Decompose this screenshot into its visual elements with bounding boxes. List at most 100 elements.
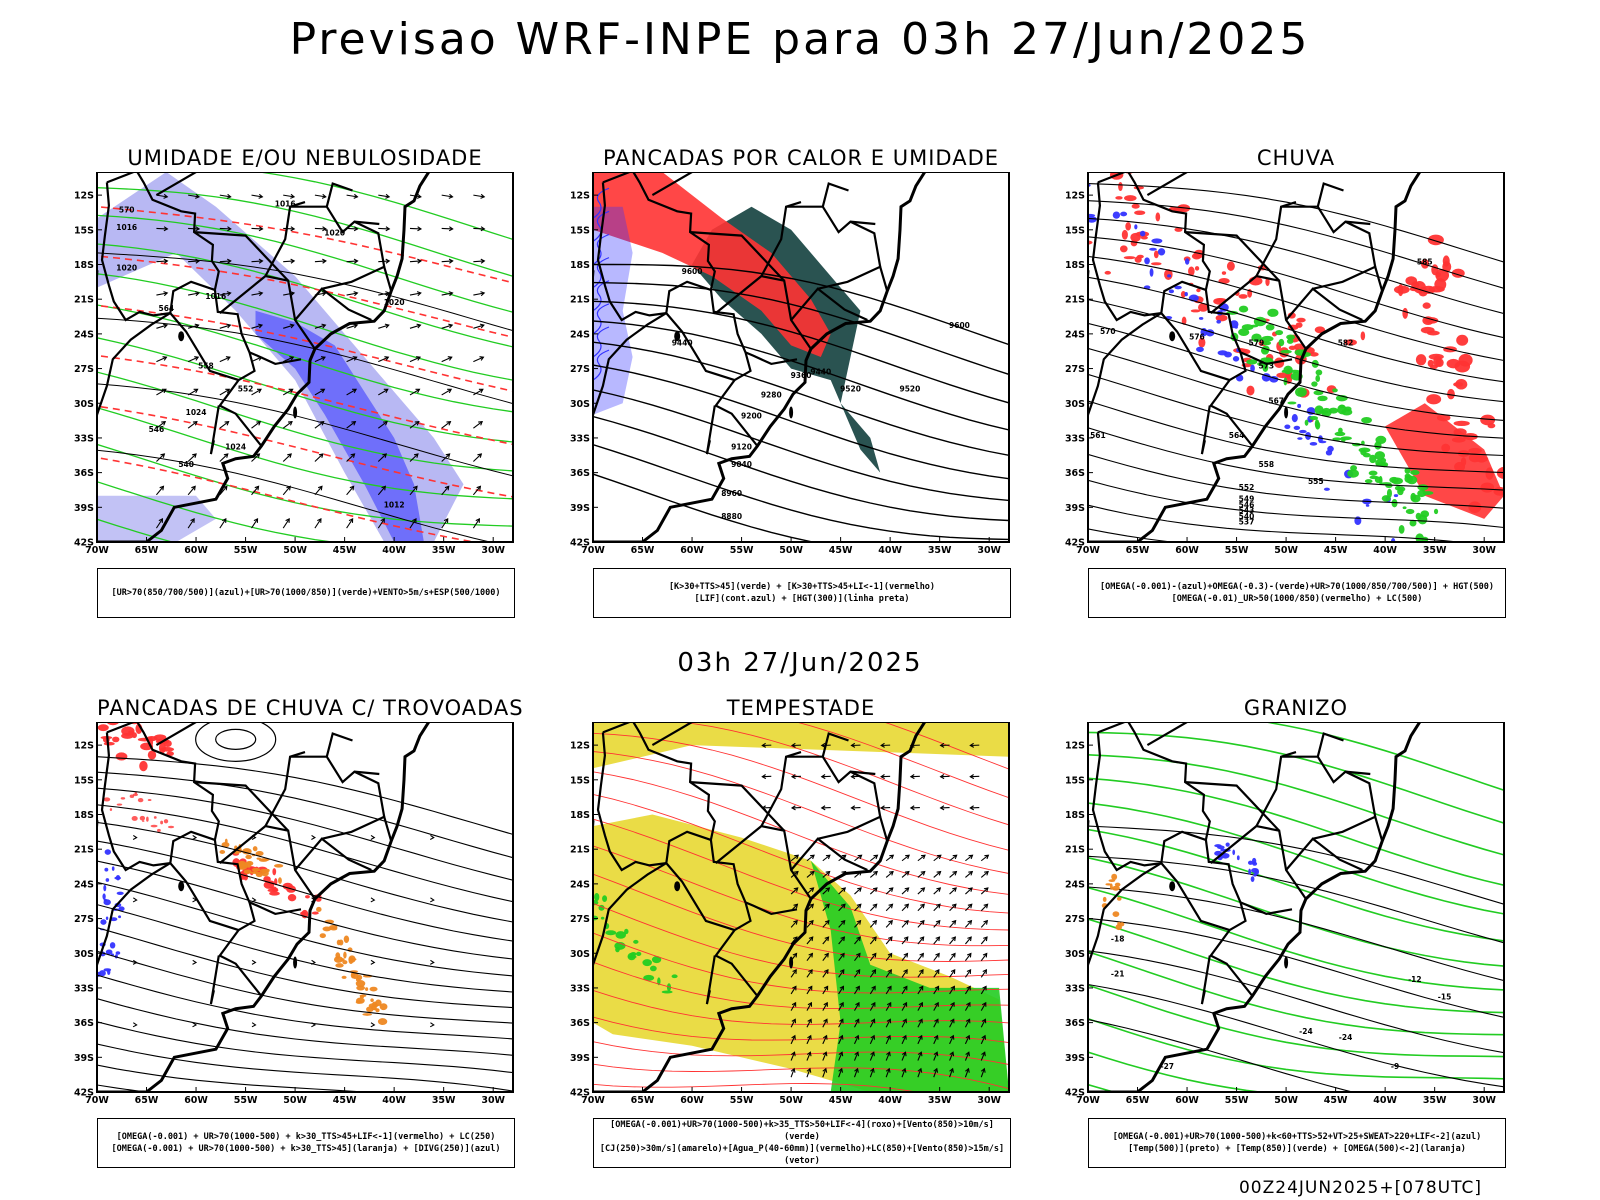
- rain-red-cell: [1115, 196, 1123, 200]
- wind-vector: [939, 742, 945, 748]
- rain-green-cell: [1389, 476, 1399, 484]
- wind-vector: [187, 518, 195, 529]
- lat-label: 21S: [1065, 295, 1085, 306]
- wind-vector: [939, 805, 945, 811]
- wind-vector: [195, 258, 201, 264]
- wind-vector: [346, 356, 357, 363]
- rain-red-cell: [1422, 302, 1431, 309]
- wind-vector: [314, 260, 326, 263]
- streamline-arrow: [370, 1022, 376, 1028]
- state-border: [1146, 722, 1188, 747]
- rain-red-cell: [1215, 314, 1228, 322]
- lon-label: 70W: [1076, 545, 1100, 556]
- rain-red-cell: [1134, 210, 1146, 215]
- omega-orange-cell: [1112, 911, 1120, 917]
- wind-vector: [838, 887, 846, 895]
- divergence-blue-cell: [118, 906, 125, 912]
- isoline-label: 543: [1239, 506, 1255, 515]
- wind-vector: [219, 453, 229, 462]
- temp850-green-contour: [1088, 753, 1504, 856]
- wind-vector: [871, 969, 877, 974]
- rain-green-cell: [1369, 454, 1377, 464]
- thunder-orange-cell: [351, 958, 357, 961]
- lat-label: 12S: [1065, 191, 1085, 202]
- rain-green-cell: [1332, 388, 1338, 393]
- lat-label: 42S: [1065, 1088, 1085, 1099]
- state-border: [321, 265, 393, 292]
- state-border: [321, 815, 393, 842]
- divergence-blue-cell: [104, 849, 111, 855]
- hgt300-contour: [593, 443, 1009, 541]
- wind-vector: [377, 421, 388, 429]
- wind-vector: [346, 194, 358, 198]
- wind-vector: [840, 903, 846, 909]
- map-frame: [96, 722, 514, 1093]
- map-granizo: -12 -15 -18 -21 -24 -24 -27 -9 12S 15S 18S 21S 24S 27…: [1065, 722, 1505, 1106]
- wind-vector: [901, 920, 909, 928]
- wind-vector: [935, 919, 941, 925]
- lat-label: 39S: [74, 1053, 94, 1064]
- lat-label: 36S: [570, 1018, 590, 1029]
- wind-vector: [226, 323, 232, 329]
- wind-vector: [822, 953, 829, 961]
- wind-vector: [887, 969, 892, 974]
- wind-vector: [350, 453, 356, 458]
- rain-red-cell: [1136, 254, 1144, 259]
- lat-label: 42S: [570, 538, 590, 549]
- rain-red-cell: [1150, 262, 1162, 266]
- state-border: [1146, 172, 1188, 197]
- wind-vector: [346, 324, 358, 329]
- state-border: [1200, 955, 1211, 1005]
- wind-vector: [446, 420, 452, 426]
- wind-vector: [385, 193, 391, 199]
- wind-vector: [886, 1018, 892, 1024]
- isoline-label: -24: [1299, 1027, 1313, 1036]
- wind-vector: [853, 1052, 859, 1061]
- wind-vector: [793, 870, 799, 876]
- streamline-arrow: [192, 959, 198, 965]
- lat-label: 36S: [74, 468, 94, 479]
- wind-vector: [322, 258, 327, 264]
- wind-vector: [965, 1034, 971, 1040]
- wind850-green-cell: [593, 915, 599, 921]
- wind-vector: [806, 1019, 812, 1028]
- wind850-green-cell: [657, 977, 661, 986]
- wind-vector: [790, 854, 799, 862]
- wind-vector: [901, 1068, 906, 1078]
- temp850-green-contour: [1088, 828, 1504, 942]
- divergence-blue-cell: [111, 866, 115, 871]
- streamline: [97, 1064, 371, 1092]
- lat-label: 18S: [1065, 810, 1085, 821]
- wind-vector: [383, 420, 388, 426]
- state-border: [325, 182, 353, 207]
- lc850-red-streamline: [593, 771, 1009, 895]
- rain-green-cell: [1364, 479, 1373, 484]
- lon-label: 40W: [1373, 545, 1397, 556]
- wind-vector: [933, 1002, 939, 1011]
- wind-vector: [195, 226, 201, 232]
- lon-label: 40W: [878, 545, 902, 556]
- wind-vector: [872, 887, 878, 892]
- rain-red-cell: [1295, 322, 1303, 328]
- wind-vector: [905, 854, 910, 860]
- lat-label: 33S: [74, 983, 94, 994]
- hail-blue-cell: [1225, 842, 1230, 847]
- wind-vector: [314, 486, 323, 496]
- rain-green-cell: [1386, 488, 1392, 498]
- thunder-red-cell: [267, 888, 279, 893]
- state-border: [651, 722, 693, 747]
- wind-vector: [980, 1052, 986, 1061]
- wind-vector: [869, 1068, 874, 1078]
- wind-vector: [321, 323, 327, 329]
- wind-vector: [825, 854, 831, 860]
- wind-vector: [219, 388, 230, 396]
- state-border: [705, 405, 716, 455]
- rain-green-cell: [1417, 484, 1429, 491]
- wind-vector: [854, 953, 861, 961]
- wind-vector: [163, 258, 169, 264]
- streamline: [97, 1043, 513, 1092]
- wind-vector: [382, 453, 388, 458]
- state-border: [715, 824, 812, 900]
- wind-vector: [920, 887, 926, 892]
- wind-vector: [322, 226, 327, 232]
